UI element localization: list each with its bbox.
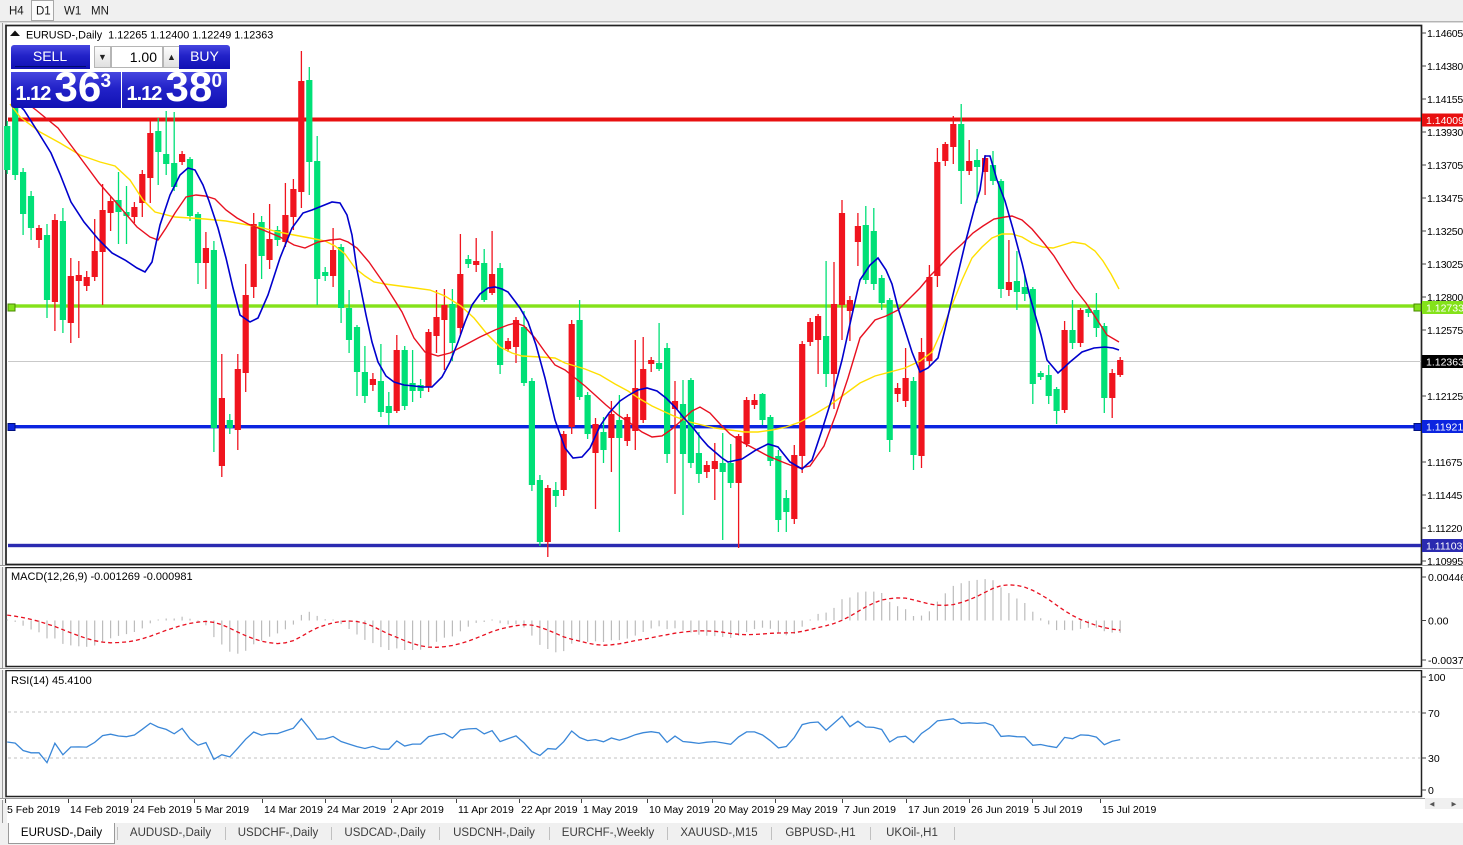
svg-text:1.11220: 1.11220 — [1427, 523, 1463, 535]
svg-text:H4: H4 — [9, 6, 24, 18]
svg-text:7 Jun 2019: 7 Jun 2019 — [844, 804, 896, 816]
svg-text:17 Jun 2019: 17 Jun 2019 — [908, 804, 966, 816]
svg-text:-0.003715: -0.003715 — [1428, 655, 1463, 667]
svg-text:24 Mar 2019: 24 Mar 2019 — [327, 804, 386, 816]
svg-text:0.00: 0.00 — [1428, 616, 1449, 628]
svg-text:W1: W1 — [64, 6, 81, 18]
svg-text:◄: ◄ — [1428, 800, 1436, 809]
svg-text:0.004465: 0.004465 — [1428, 572, 1463, 584]
svg-text:1.13705: 1.13705 — [1427, 160, 1463, 172]
svg-text:MN: MN — [91, 6, 109, 18]
svg-text:29 May 2019: 29 May 2019 — [777, 804, 838, 816]
svg-text:5 Mar 2019: 5 Mar 2019 — [196, 804, 249, 816]
svg-text:1.14380: 1.14380 — [1427, 61, 1463, 73]
svg-text:1.13930: 1.13930 — [1427, 127, 1463, 139]
svg-text:70: 70 — [1428, 708, 1440, 720]
svg-text:1 May 2019: 1 May 2019 — [583, 804, 638, 816]
svg-text:30: 30 — [1428, 753, 1440, 765]
svg-text:22 Apr 2019: 22 Apr 2019 — [521, 804, 578, 816]
svg-text:1.14605: 1.14605 — [1427, 28, 1463, 40]
svg-text:2 Apr 2019: 2 Apr 2019 — [393, 804, 444, 816]
svg-text:1.11921: 1.11921 — [1426, 422, 1463, 434]
svg-text:11 Apr 2019: 11 Apr 2019 — [458, 804, 514, 816]
svg-text:24 Feb 2019: 24 Feb 2019 — [133, 804, 192, 816]
svg-text:1.13250: 1.13250 — [1427, 226, 1463, 238]
svg-text:MACD(12,26,9) -0.001269 -0.000: MACD(12,26,9) -0.001269 -0.000981 — [11, 571, 193, 583]
svg-text:14 Feb 2019: 14 Feb 2019 — [70, 804, 129, 816]
svg-text:20 May 2019: 20 May 2019 — [714, 804, 775, 816]
svg-text:26 Jun 2019: 26 Jun 2019 — [971, 804, 1029, 816]
svg-text:1.10995: 1.10995 — [1427, 556, 1463, 568]
svg-text:D1: D1 — [36, 6, 51, 18]
svg-text:5 Jul 2019: 5 Jul 2019 — [1034, 804, 1083, 816]
svg-text:10 May 2019: 10 May 2019 — [649, 804, 710, 816]
svg-text:RSI(14) 45.4100: RSI(14) 45.4100 — [11, 675, 92, 687]
svg-text:1.14155: 1.14155 — [1427, 94, 1463, 106]
svg-text:100: 100 — [1428, 672, 1446, 684]
svg-text:1.14009: 1.14009 — [1426, 115, 1463, 127]
svg-text:5 Feb 2019: 5 Feb 2019 — [7, 804, 60, 816]
svg-text:►: ► — [1450, 800, 1458, 809]
svg-text:1.12125: 1.12125 — [1427, 391, 1463, 403]
svg-text:1.13475: 1.13475 — [1427, 193, 1463, 205]
svg-text:1.11103: 1.11103 — [1426, 541, 1463, 553]
svg-text:1.12575: 1.12575 — [1427, 325, 1463, 337]
svg-text:1.13025: 1.13025 — [1427, 259, 1463, 271]
svg-text:15 Jul 2019: 15 Jul 2019 — [1102, 804, 1156, 816]
svg-text:EURUSD-,Daily 1.12265 1.12400: EURUSD-,Daily 1.12265 1.12400 1.12249 1.… — [26, 30, 273, 42]
svg-text:0: 0 — [1428, 785, 1434, 797]
svg-text:14 Mar 2019: 14 Mar 2019 — [264, 804, 323, 816]
svg-text:1.11445: 1.11445 — [1427, 490, 1463, 502]
svg-text:1.12733: 1.12733 — [1426, 303, 1463, 315]
svg-text:1.11675: 1.11675 — [1427, 457, 1463, 469]
svg-text:1.12363: 1.12363 — [1426, 357, 1463, 369]
